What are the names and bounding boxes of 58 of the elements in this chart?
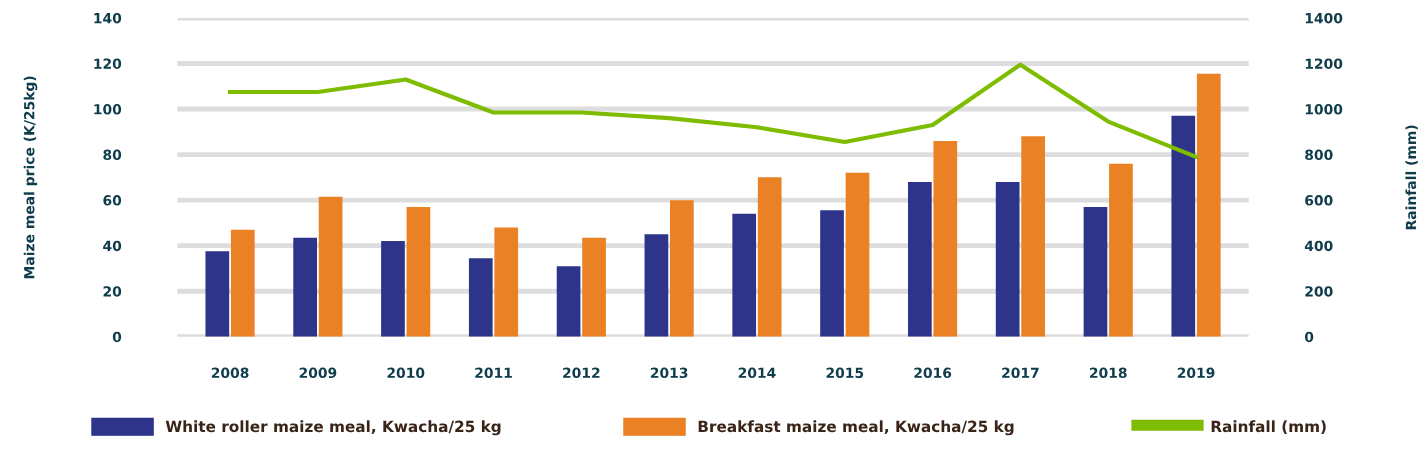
y-tick-label: 40 <box>103 240 122 252</box>
y-tick-label: 20 <box>103 286 122 297</box>
x-tick-label: 2018 <box>1089 367 1127 379</box>
x-tick-label: 2012 <box>563 367 600 379</box>
y-tick-label: 80 <box>103 149 122 161</box>
bar <box>1021 136 1045 337</box>
y2-tick-label: 1200 <box>1305 58 1343 69</box>
line-series <box>227 62 1199 159</box>
bar <box>670 200 694 337</box>
y2-tick-label: 1000 <box>1305 104 1343 115</box>
y-axis-title: Maize meal price (K/25kg) <box>23 76 38 279</box>
bar <box>205 251 230 337</box>
bar <box>757 177 782 337</box>
bar <box>908 181 932 337</box>
bar <box>1171 115 1196 337</box>
bar <box>293 237 317 337</box>
x-tick-label: 2016 <box>914 367 952 379</box>
legend-label: Breakfast maize meal, Kwacha/25 kg <box>698 420 1014 436</box>
y2-tick-label: 800 <box>1305 149 1333 161</box>
x-tick-label: 2013 <box>650 367 688 379</box>
bar <box>230 229 255 337</box>
y-tick-label: 120 <box>94 58 122 69</box>
bar <box>732 213 757 337</box>
bar <box>845 172 870 337</box>
bar <box>406 206 431 337</box>
bar <box>995 181 1020 337</box>
x-tick-label: 2010 <box>387 367 425 379</box>
bar <box>1196 73 1221 337</box>
y2-tick-label: 0 <box>1304 331 1314 343</box>
bar <box>494 227 519 337</box>
x-tick-label: 2008 <box>211 367 249 379</box>
y-tick-label: 140 <box>94 12 122 24</box>
bar <box>318 196 343 337</box>
y-tick-label: 0 <box>112 331 122 343</box>
y2-axis-title: Rainfall (mm) <box>1405 125 1418 230</box>
y2-tick-label: 200 <box>1305 286 1333 297</box>
bar <box>820 210 844 337</box>
bar <box>468 258 493 337</box>
x-tick-label: 2014 <box>738 367 776 379</box>
bar <box>1083 206 1108 337</box>
bar <box>381 241 405 337</box>
x-tick-label: 2017 <box>1002 367 1039 379</box>
y2-tick-label: 400 <box>1304 240 1333 252</box>
x-tick-label: 2019 <box>1177 367 1215 379</box>
bar <box>556 266 581 337</box>
x-tick-label: 2011 <box>475 367 512 379</box>
y2-tick-label: 1400 <box>1305 12 1343 24</box>
y-tick-label: 60 <box>103 195 122 206</box>
legend-label: White roller maize meal, Kwacha/25 kg <box>165 420 501 436</box>
x-tick-label: 2009 <box>299 367 337 379</box>
y-tick-label: 100 <box>94 104 122 115</box>
bar <box>644 234 669 337</box>
bar <box>582 237 606 337</box>
y2-tick-label: 600 <box>1305 195 1333 206</box>
x-tick-label: 2015 <box>826 367 864 379</box>
legend-label: Rainfall (mm) <box>1211 420 1326 434</box>
bar <box>933 140 958 337</box>
bar <box>1109 163 1133 337</box>
